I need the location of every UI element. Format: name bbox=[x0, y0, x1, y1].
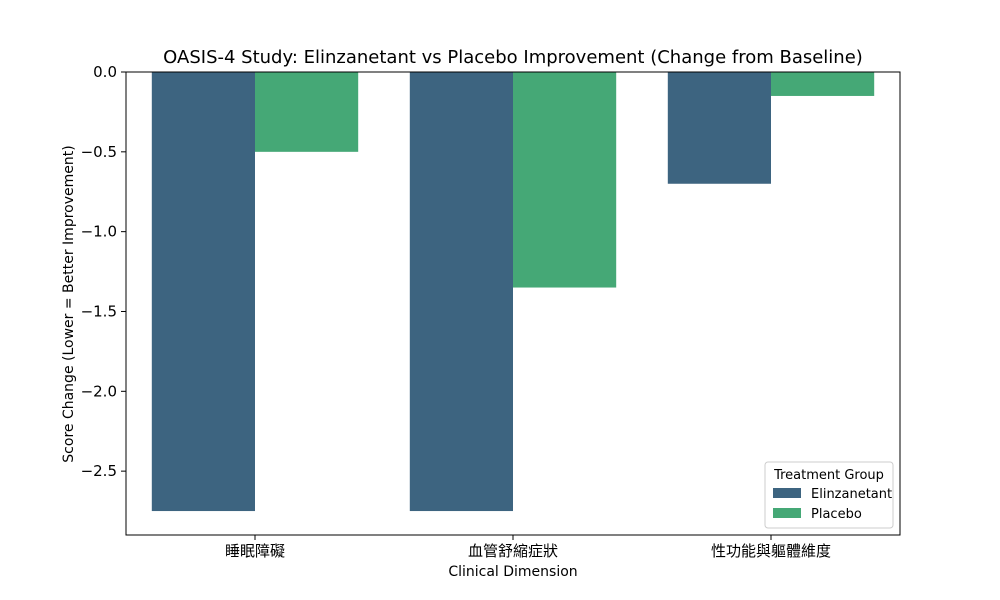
chart-title: OASIS-4 Study: Elinzanetant vs Placebo I… bbox=[163, 47, 863, 68]
legend-swatch-elinzanetant bbox=[773, 488, 801, 498]
y-tick-label: −2.5 bbox=[81, 462, 117, 480]
legend-label-elinzanetant: Elinzanetant bbox=[811, 487, 892, 502]
legend-label-placebo: Placebo bbox=[811, 507, 862, 522]
y-tick-label: −0.5 bbox=[81, 143, 117, 161]
legend: Treatment Group Elinzanetant Placebo bbox=[764, 461, 894, 529]
bar-placebo-0 bbox=[255, 72, 359, 152]
legend-title: Treatment Group bbox=[773, 468, 884, 483]
bar-elinzanetant-0 bbox=[151, 72, 255, 512]
bar-elinzanetant-1 bbox=[409, 72, 513, 512]
y-tick-label: −1.0 bbox=[81, 223, 117, 241]
y-tick-label: −2.0 bbox=[81, 382, 117, 400]
bar-placebo-1 bbox=[513, 72, 617, 288]
legend-swatch-placebo bbox=[773, 508, 801, 518]
x-tick-label: 血管舒縮症狀 bbox=[468, 542, 558, 560]
bar-placebo-2 bbox=[771, 72, 875, 96]
x-tick-label: 性功能與軀體維度 bbox=[711, 542, 831, 560]
y-axis: 0.0 −0.5 −1.0 −1.5 −2.0 −2.5 bbox=[81, 63, 126, 480]
x-axis: 睡眠障礙 血管舒縮症狀 性功能與軀體維度 bbox=[225, 535, 831, 560]
y-tick-label: −1.5 bbox=[81, 302, 117, 320]
x-tick-label: 睡眠障礙 bbox=[225, 542, 285, 560]
y-tick-label: 0.0 bbox=[93, 63, 117, 81]
bar-elinzanetant-2 bbox=[667, 72, 771, 184]
x-axis-label: Clinical Dimension bbox=[448, 564, 577, 580]
bars-group bbox=[151, 72, 875, 512]
y-axis-label: Score Change (Lower = Better Improvement… bbox=[61, 145, 77, 462]
